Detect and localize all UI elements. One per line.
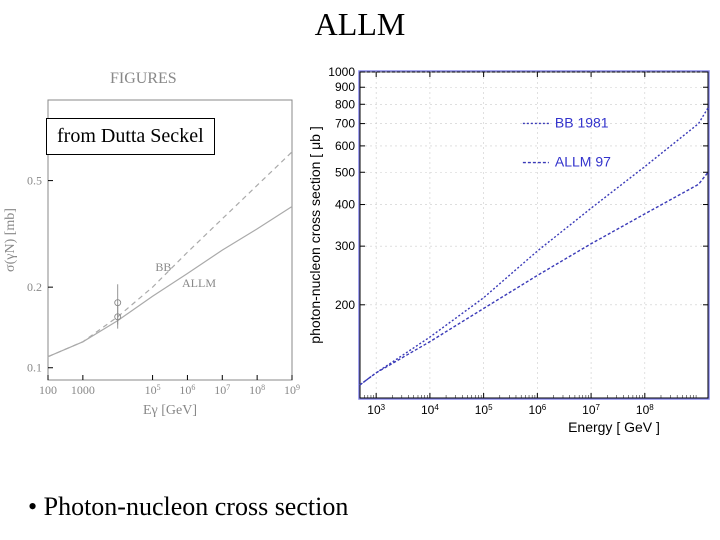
svg-text:200: 200 [335,298,355,312]
svg-text:400: 400 [335,198,355,212]
bullet-point: • Photon-nucleon cross section [28,492,348,522]
bullet-text: Photon-nucleon cross section [44,492,349,521]
svg-text:0.1: 0.1 [27,361,42,375]
left-chart-panel: FIGURES from Dutta Seckel 10010001051061… [0,60,300,420]
svg-text:100: 100 [39,383,57,397]
charts-row: FIGURES from Dutta Seckel 10010001051061… [0,60,720,440]
left-chart-svg: 100 1000 105 106 107 108 109 0.1 0.2 0.5 Eγ [GeV] σ… [0,60,300,420]
svg-text:108: 108 [636,403,654,418]
svg-text:1000: 1000 [328,65,355,79]
svg-text:600: 600 [335,139,355,153]
svg-text:105: 105 [475,403,493,418]
svg-text:104: 104 [421,403,439,418]
svg-text:107: 107 [214,383,230,398]
svg-text:photon-nucleon cross section [: photon-nucleon cross section [ μb ] [307,126,323,343]
svg-text:BB 1981: BB 1981 [555,114,609,130]
svg-text:106: 106 [179,383,195,398]
svg-text:0.2: 0.2 [27,280,42,294]
svg-text:σ(γN) [mb]: σ(γN) [mb] [3,208,18,272]
svg-text:0.5: 0.5 [27,174,42,188]
right-chart-panel: 200 300 400 500 600 700 800 9001000 103 104 105 106… [300,60,720,440]
svg-text:ALLM 97: ALLM 97 [555,154,611,170]
svg-text:Eγ [GeV]: Eγ [GeV] [143,403,197,418]
svg-text:109: 109 [284,383,300,398]
svg-text:107: 107 [582,403,600,418]
svg-text:BB: BB [155,260,171,274]
svg-text:Energy [ GeV ]: Energy [ GeV ] [568,419,660,435]
svg-text:900: 900 [335,80,355,94]
svg-text:500: 500 [335,165,355,179]
svg-text:108: 108 [249,383,265,398]
svg-text:700: 700 [335,117,355,131]
svg-text:ALLM: ALLM [182,276,216,290]
svg-text:800: 800 [335,97,355,111]
svg-text:106: 106 [528,403,546,418]
svg-text:105: 105 [145,383,161,398]
annotation-box: from Dutta Seckel [46,118,215,155]
page-title: ALLM [0,0,720,43]
svg-text:1000: 1000 [71,383,95,397]
right-chart-svg: 200 300 400 500 600 700 800 9001000 103 104 105 106… [300,60,720,440]
figures-header: FIGURES [110,70,177,88]
svg-text:300: 300 [335,239,355,253]
svg-text:103: 103 [367,403,385,418]
